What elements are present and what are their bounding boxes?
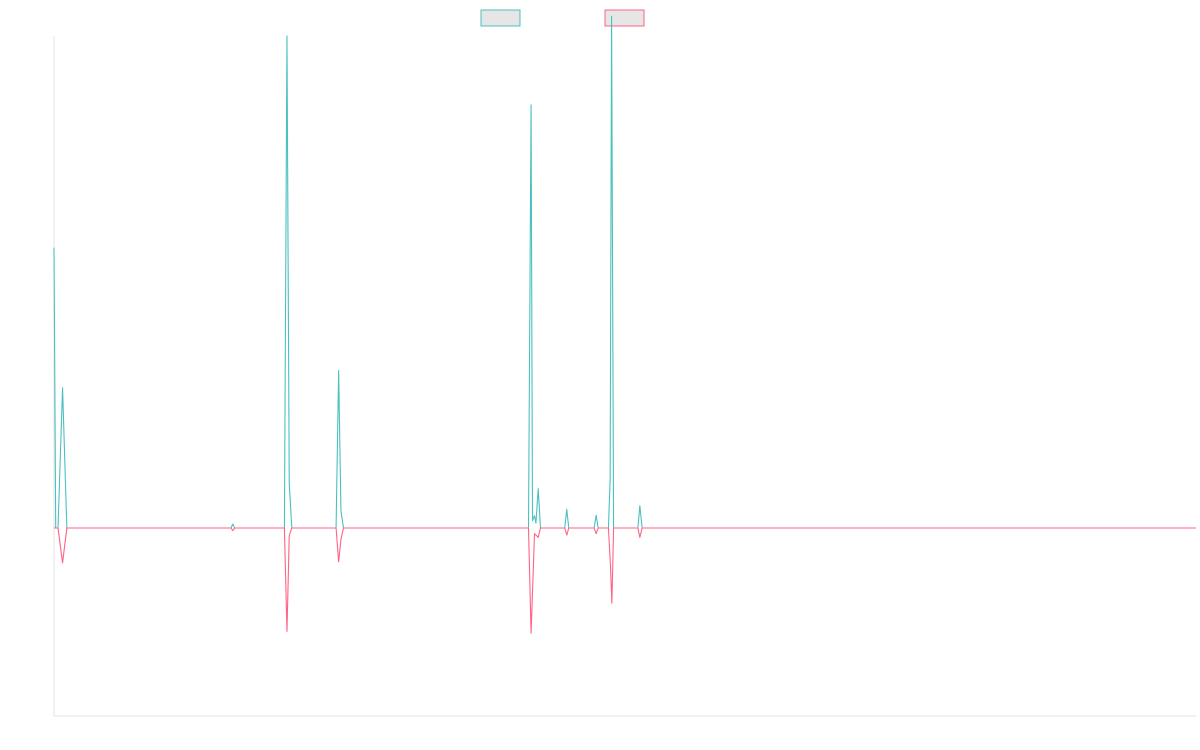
legend [480,9,645,27]
series-line-2 [54,527,1196,634]
series-layer [53,15,1196,634]
series-line-1 [53,15,1196,529]
legend-swatch-1 [480,9,521,27]
legend-swatch-2 [604,9,645,27]
axes [53,36,1196,717]
